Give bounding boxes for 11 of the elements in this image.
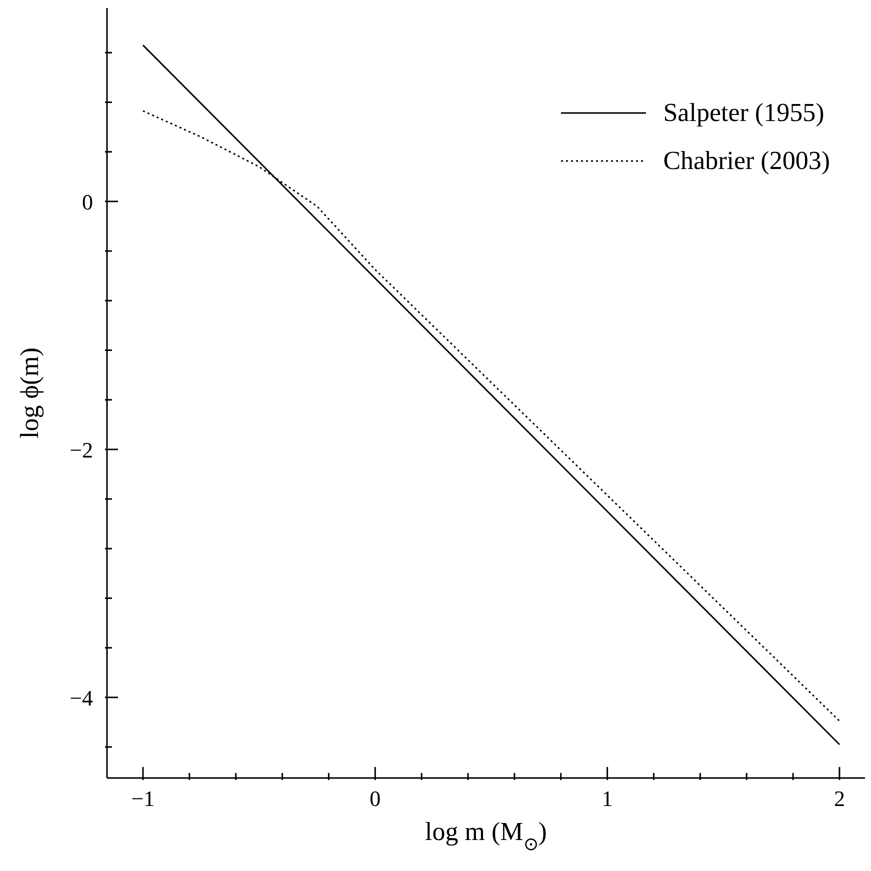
x-tick-label: 0 [370,786,381,811]
y-axis-title: log ϕ(m) [15,348,44,438]
y-tick-label: −2 [70,437,93,462]
x-tick-label: 1 [602,786,613,811]
x-tick-label: 2 [834,786,845,811]
legend-label: Chabrier (2003) [663,146,830,176]
y-tick-label: 0 [82,189,93,214]
legend-label: Salpeter (1955) [663,98,824,128]
y-tick-label: −4 [70,685,93,710]
x-tick-label: −1 [131,786,155,811]
x-axis-title: log m (M$_{⊙}$) [425,817,547,854]
